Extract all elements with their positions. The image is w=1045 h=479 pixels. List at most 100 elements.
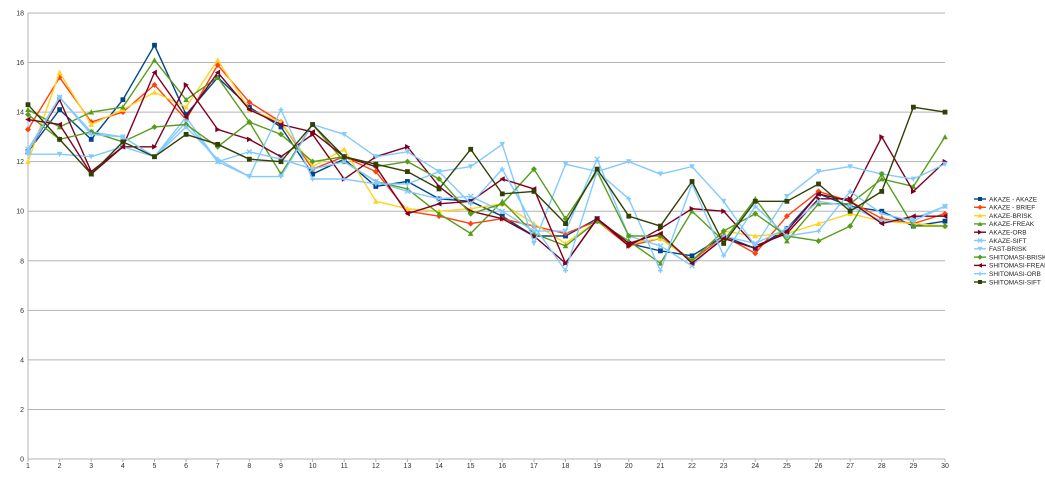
series-7 [25,111,948,264]
data-point [341,176,347,182]
data-point [689,208,695,214]
data-point [468,146,474,152]
data-point [594,215,600,222]
data-point [720,228,727,235]
data-point [151,81,158,88]
x-tick-label: 23 [720,463,728,470]
data-point [784,228,790,234]
data-point [246,106,252,113]
data-point [25,111,31,118]
data-point [499,215,506,222]
data-point [658,248,663,254]
data-point [847,164,853,170]
data-point [120,104,126,110]
data-point [815,237,822,244]
data-point [88,136,94,142]
data-point [499,191,505,197]
data-point [878,176,885,182]
data-point [373,154,379,160]
data-point [625,159,632,165]
legend-swatch-marker [977,246,983,252]
data-point [246,119,253,126]
x-tick-label: 14 [435,463,443,470]
data-point [847,203,854,210]
legend-swatch-marker [978,280,982,284]
legend-item: AKAZE - AKAZE [974,196,1038,203]
data-point [183,114,189,120]
data-point [563,268,568,274]
legend-item: AKAZE - BRIEF [974,205,1035,212]
data-point [404,188,411,195]
data-point [657,260,664,266]
series-lines [25,42,948,274]
data-point [25,151,31,158]
data-point [278,124,284,130]
data-point [467,230,474,236]
data-point [784,198,790,204]
x-tick-label: 13 [404,463,412,470]
data-point [626,196,632,202]
x-tick-label: 12 [372,463,380,470]
series-line [27,84,946,264]
data-point [404,149,411,155]
data-point [215,141,221,147]
data-point [310,171,315,177]
data-point [404,158,411,165]
legend-swatch-marker [977,204,983,210]
data-point [626,213,632,219]
x-tick-label: 16 [498,463,506,470]
legend-item: SHITOMASI-BRISK [974,254,1045,261]
data-point [625,240,632,247]
legend-item: AKAZE-BRISK [974,213,1033,220]
data-point [562,161,569,167]
data-point [183,82,189,88]
data-point [341,146,348,152]
data-point [246,136,253,143]
data-point [531,189,537,194]
x-tick-label: 17 [530,463,538,470]
x-tick-label: 4 [121,463,125,470]
series-line [28,121,946,247]
data-point [183,124,189,130]
data-point [910,218,916,224]
data-point [721,253,727,259]
series-line [27,114,945,262]
data-point [215,126,221,133]
data-point [784,238,790,244]
data-point [847,198,853,205]
data-point [721,208,727,215]
data-point [309,166,316,172]
data-point [57,136,63,142]
data-point [309,158,316,165]
series-10 [25,102,948,246]
legend-label: SHITOMASI-FREAK [989,263,1045,270]
y-tick-label: 8 [20,258,24,265]
data-point [436,210,442,217]
data-point [246,156,252,162]
data-point [214,74,221,80]
data-point [752,243,759,249]
data-point [942,218,948,224]
x-tick-label: 27 [846,463,854,470]
data-point [405,144,411,150]
data-point [657,230,663,237]
data-point [910,176,917,182]
data-point [752,198,758,204]
data-point [815,200,822,207]
data-point [405,181,410,187]
data-point [879,189,885,194]
data-point [373,181,379,187]
data-point [373,198,379,204]
y-tick-label: 14 [16,110,24,117]
x-tick-label: 19 [593,463,601,470]
data-point [879,208,885,214]
x-tick-label: 5 [153,463,157,470]
data-point [120,134,126,140]
data-point [847,189,853,194]
data-point [752,245,758,252]
data-point [689,260,695,267]
series-line [27,44,946,257]
series-line [27,71,945,264]
data-point [25,126,31,133]
